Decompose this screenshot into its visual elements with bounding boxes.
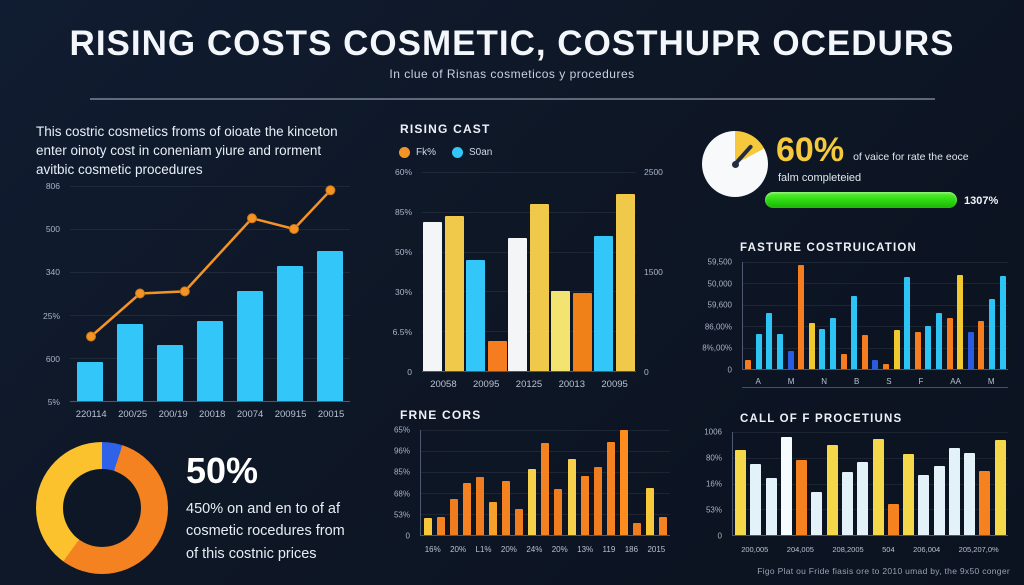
progress-bar	[765, 192, 957, 208]
stat-value: 50%	[186, 450, 259, 491]
legend: Fk% S0an	[399, 147, 492, 158]
chart-title-fasture: FASTURE COSTRUICATION	[740, 242, 918, 254]
donut-stat-block: 50% 450% on and en to of af cosmetic roc…	[186, 450, 366, 565]
chart-title-rising-cast: RISING CAST	[400, 122, 491, 136]
page-subtitle: In clue of Risnas cosmeticos y procedure…	[389, 67, 635, 81]
plot-area	[70, 185, 350, 402]
procedures-donut-chart	[36, 442, 168, 574]
cost-trend-bar-line-chart: 806 500 340 25% 600 5% 220114 200/25 200/19 2001…	[28, 181, 350, 420]
completion-value: 60%	[776, 131, 845, 169]
stat-line: cosmetic rocedures from	[186, 523, 345, 540]
x-axis-labels: 200,005 204,005 208,2005 504 206,004 205,207,…	[741, 545, 999, 554]
rising-cast-grouped-bar-chart: 60% 85% 50% 30% 6.5% 0 2500 1500 0 20058 20095 20…	[386, 167, 672, 390]
completion-stat: 60% of vaice for rate the eoce	[776, 133, 969, 167]
y-axis-labels: 1006 80% 16% 53% 0	[704, 427, 722, 541]
y-axis-labels-right: 2500 1500 0	[644, 167, 663, 377]
donut-hole	[63, 469, 141, 547]
stat-line: 450% on and en to of af	[186, 501, 340, 517]
y-axis-labels-left: 60% 85% 50% 30% 6.5% 0	[392, 167, 412, 377]
legend-item: Fk%	[399, 147, 436, 158]
stat-line: of this costnic prices	[186, 545, 317, 562]
call-of-bar-chart: 1006 80% 16% 53% 0 200,005 204,005 208,2005 504…	[694, 427, 1012, 554]
plot-area	[742, 262, 1008, 370]
chart-title-frne-cors: FRNE CORS	[400, 408, 482, 422]
x-axis-labels: 16% 20% L1% 20% 24% 20% 13% 119 186 2015	[424, 545, 666, 554]
x-axis-labels: 220114 200/25 200/19 20018 20074 200915 20015	[75, 409, 345, 420]
fasture-bar-chart: 59,500 50,000 59,600 86,00% 8%,00% 0 A M N B S F AA…	[694, 257, 1012, 388]
intro-paragraph: This costric cosmetics froms of oioate t…	[36, 124, 338, 178]
completion-text: of vaice for rate the eoce	[853, 151, 969, 163]
legend-dot-icon	[452, 147, 463, 158]
plot-area	[422, 172, 636, 372]
y-axis-labels: 806 500 340 25% 600 5%	[42, 181, 60, 407]
legend-label: S0an	[469, 147, 493, 158]
x-axis-labels: A M N B S F AA M	[742, 370, 1008, 388]
clock-pie-icon	[702, 131, 768, 197]
page-title: RISING COSTS COSMETIC, COSTHUPR OCEDURS	[69, 24, 955, 63]
legend-dot-icon	[399, 147, 410, 158]
y-axis-labels: 65% 96% 85% 68% 53% 0	[393, 425, 410, 541]
plot-area	[420, 430, 670, 536]
footer-caption: Figo Plat ou Fride fiasis ore to 2010 um…	[757, 566, 1010, 576]
x-axis-labels: 20058 20095 20125 20013 20095	[430, 379, 628, 390]
chart-title-call-of: CALL OF F PROCETIUNS	[740, 413, 903, 425]
y-axis-labels: 59,500 50,000 59,600 86,00% 8%,00% 0	[702, 257, 732, 375]
progress-label: 1307%	[964, 195, 999, 207]
legend-item: S0an	[452, 147, 492, 158]
frne-cors-bar-chart: 65% 96% 85% 68% 53% 0 16% 20% L1% 20% 24% 20% 13% 11…	[388, 425, 672, 554]
legend-label: Fk%	[416, 147, 436, 158]
completion-subtext: falm completeied	[778, 172, 862, 184]
header-divider	[90, 98, 935, 100]
plot-area	[732, 432, 1008, 536]
